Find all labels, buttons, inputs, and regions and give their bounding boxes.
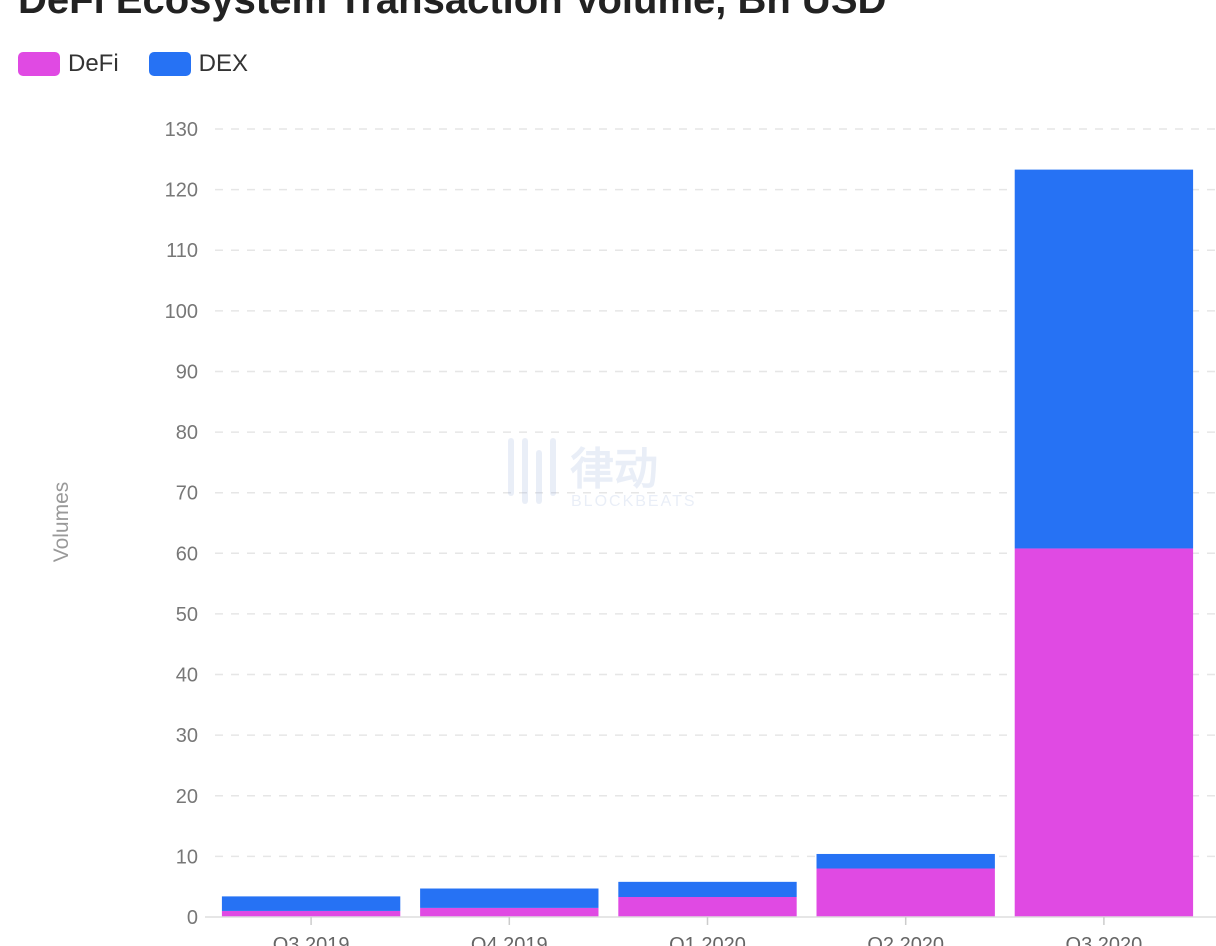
y-tick-label: 50	[176, 604, 198, 626]
x-tick-label: Q3 2020	[1066, 934, 1143, 946]
bar-defi-q1-2020[interactable]	[618, 896, 797, 917]
bar-defi-q4-2019[interactable]	[420, 907, 599, 917]
chart-title: DeFi Ecosystem Transaction Volume, Bn US…	[18, 0, 887, 22]
y-axis-ticks: 0 10 20 30 40 50 60 70 80 90 100 110 120 130	[165, 119, 198, 929]
watermark-sub-text: BLOCKBEATS	[571, 493, 697, 510]
bar-dex-q3-2020[interactable]	[1014, 169, 1194, 549]
legend-item-dex[interactable]: DEX	[148, 50, 249, 78]
legend-label-defi: DeFi	[68, 50, 119, 77]
y-tick-label: 20	[176, 786, 198, 808]
watermark-logo-icon	[508, 438, 556, 504]
y-tick-label: 100	[165, 301, 198, 323]
legend-swatch-dex	[148, 52, 191, 76]
legend: DeFi DEX	[18, 50, 278, 78]
y-axis-title: Volumes	[50, 482, 73, 563]
x-tick-label: Q3 2019	[273, 934, 350, 946]
y-tick-label: 30	[176, 725, 198, 747]
bar-dex-q4-2019[interactable]	[420, 888, 599, 908]
x-axis-ticks: Q3 2019 Q4 2019 Q1 2020 Q2 2020 Q3 2020	[273, 917, 1143, 946]
legend-swatch-defi	[18, 52, 60, 76]
bar-defi-q2-2020[interactable]	[816, 868, 995, 917]
y-tick-label: 80	[176, 422, 198, 444]
bar-defi-q3-2019[interactable]	[221, 910, 401, 917]
y-tick-label: 110	[166, 240, 198, 262]
y-tick-label: 90	[176, 361, 198, 383]
y-tick-label: 40	[176, 665, 198, 687]
y-tick-label: 120	[165, 180, 198, 202]
y-tick-label: 10	[176, 846, 198, 868]
bar-dex-q2-2020[interactable]	[816, 853, 995, 869]
legend-label-dex: DEX	[198, 50, 249, 77]
bar-dex-q3-2019[interactable]	[221, 896, 401, 911]
bars	[221, 169, 1194, 917]
watermark: 律动 BLOCKBEATS	[508, 438, 697, 510]
watermark-main-text: 律动	[570, 445, 658, 494]
y-tick-label: 130	[165, 119, 198, 141]
bar-dex-q1-2020[interactable]	[618, 881, 797, 897]
y-tick-label: 70	[176, 483, 198, 505]
bar-defi-q3-2020[interactable]	[1014, 548, 1194, 917]
x-tick-label: Q2 2020	[867, 934, 944, 946]
legend-item-defi[interactable]: DeFi	[18, 50, 119, 78]
y-tick-label: 60	[176, 543, 198, 565]
y-tick-label: 0	[187, 907, 198, 929]
x-tick-label: Q1 2020	[669, 934, 746, 946]
x-tick-label: Q4 2019	[471, 934, 548, 946]
